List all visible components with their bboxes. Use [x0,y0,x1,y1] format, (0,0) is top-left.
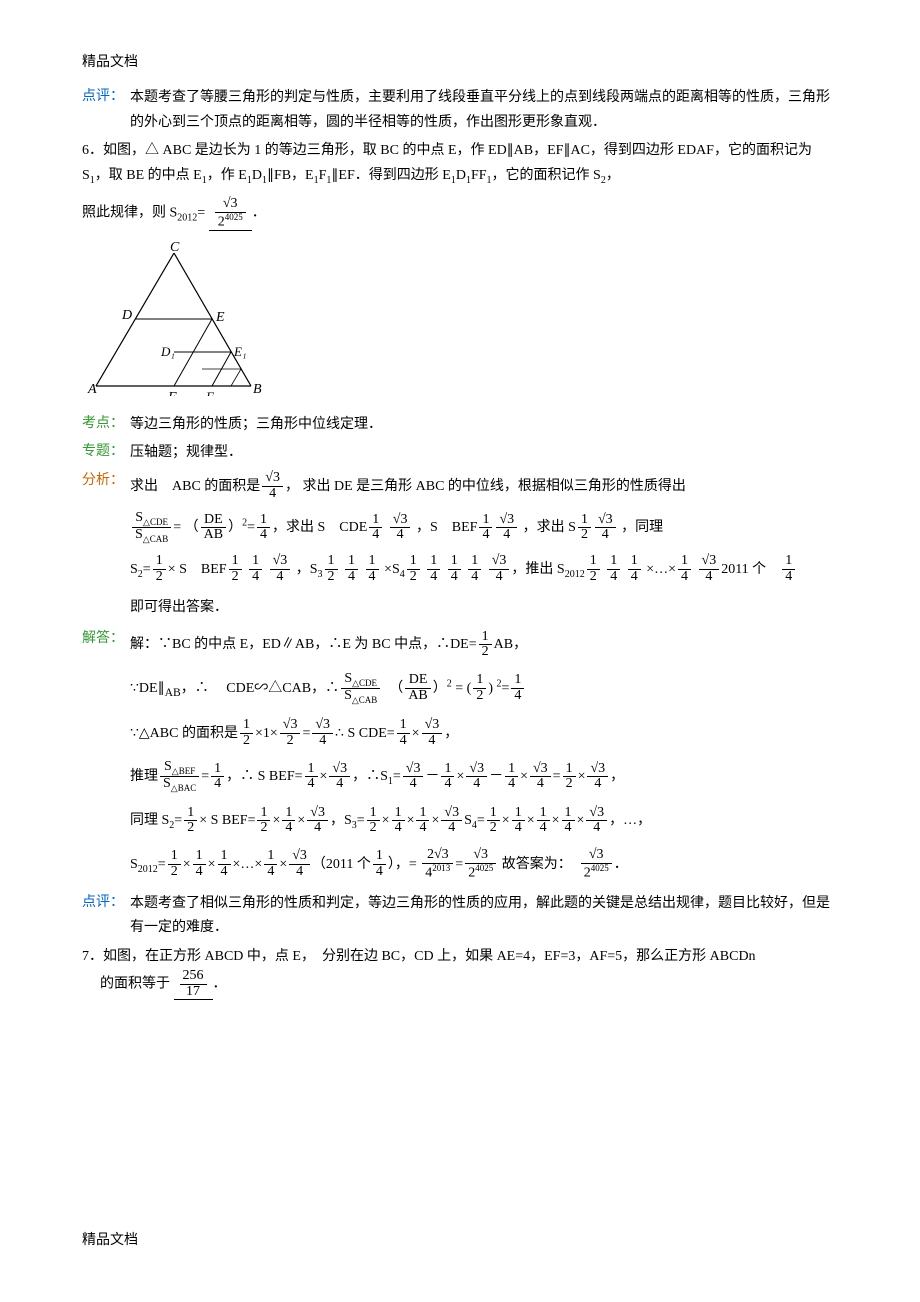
zhuanti-row: 专题： 压轴题；规律型． [82,441,838,466]
fenxi-line1: 求出 ABC 的面积是√34， 求出 DE 是三角形 ABC 的中位线，根据相似… [130,470,838,504]
q6-review-row: 点评： 本题考查了相似三角形的性质和判定，等边三角形的性质的应用，解此题的关键是… [82,892,838,941]
q6-answer: √324025 [209,197,252,231]
q5-review-text: 本题考查了等腰三角形的判定与性质，主要利用了线段垂直平分线上的点到线段两端点的距… [130,86,838,135]
jieda-row: 解答： 解：∵BC 的中点 E，ED∥AB，∴E 为 BC 中点，∴DE=12A… [82,628,838,881]
fenxi-label: 分析： [82,470,130,492]
kaodian-label: 考点： [82,413,130,435]
svg-text:A: A [87,382,97,396]
svg-text:F₁: F₁ [205,389,218,396]
zhuanti-text: 压轴题；规律型． [130,441,838,466]
q5-review-label: 点评： [82,86,130,108]
q6-review-label: 点评： [82,892,130,914]
q5-review-row: 点评： 本题考查了等腰三角形的判定与性质，主要利用了线段垂直平分线上的点到线段两… [82,86,838,135]
kaodian-row: 考点： 等边三角形的性质；三角形中位线定理． [82,413,838,438]
triangle-diagram: A B C D E D₁ E₁ F F₁ [86,241,838,404]
jieda-line3: ∵△ABC 的面积是12×1×√32=√34∴ S CDE=14×√34， [130,717,838,751]
q7-answer: 25617 [174,969,213,1000]
fenxi-body: 求出 ABC 的面积是√34， 求出 DE 是三角形 ABC 的中位线，根据相似… [130,470,838,625]
q6-review-text: 本题考查了相似三角形的性质和判定，等边三角形的性质的应用，解此题的关键是总结出规… [130,892,838,941]
svg-text:E: E [215,310,225,325]
jieda-line1: 解：∵BC 的中点 E，ED∥AB，∴E 为 BC 中点，∴DE=12AB， [130,628,838,662]
jieda-line4: 推理S△BEFS△BAC=14，∴ S BEF=14×√34，∴S1=√34－1… [130,760,838,794]
fenxi-row: 分析： 求出 ABC 的面积是√34， 求出 DE 是三角形 ABC 的中位线，… [82,470,838,625]
fenxi-line4: 即可得出答案． [130,591,838,625]
svg-text:B: B [253,382,262,396]
q6-rule: 照此规律，则 S2012= √324025 ． [82,197,838,231]
jieda-line5: 同理 S2=12× S BEF=12×14×√34，S3=12×14×14×√3… [130,804,838,838]
jieda-label: 解答： [82,628,130,650]
svg-text:D: D [121,308,132,323]
jieda-body: 解：∵BC 的中点 E，ED∥AB，∴E 为 BC 中点，∴DE=12AB， ∵… [130,628,838,881]
zhuanti-label: 专题： [82,441,130,463]
q7-stem: 7．如图，在正方形 ABCD 中，点 E， 分别在边 BC，CD 上，如果 AE… [82,945,838,970]
fenxi-line2: S△CDES△CAB= （DEAB）2=14，求出 S CDE14 √34 ，S… [130,511,838,545]
jieda-line6: S2012=12×14×14×…×14×√34（2011 个14），= 2√34… [130,848,838,882]
svg-text:C: C [170,241,180,255]
fenxi-line3: S2=12× S BEF12 14 √34 ，S312 14 14 ×S412 … [130,553,838,587]
header: 精品文档 [82,52,838,74]
q6-stem: 6．如图，△ ABC 是边长为 1 的等边三角形，取 BC 的中点 E，作 ED… [82,139,838,189]
kaodian-text: 等边三角形的性质；三角形中位线定理． [130,413,838,438]
q7-stem-line2: 的面积等于 25617 ． [82,969,838,1000]
svg-text:F: F [167,390,177,396]
svg-text:E₁: E₁ [233,344,246,359]
footer: 精品文档 [82,1230,138,1252]
jieda-line2: ∵DE∥AB，∴ CDE∽△CAB，∴S△CDES△CAB （DEAB）2 = … [130,672,838,707]
svg-text:D₁: D₁ [160,344,175,359]
